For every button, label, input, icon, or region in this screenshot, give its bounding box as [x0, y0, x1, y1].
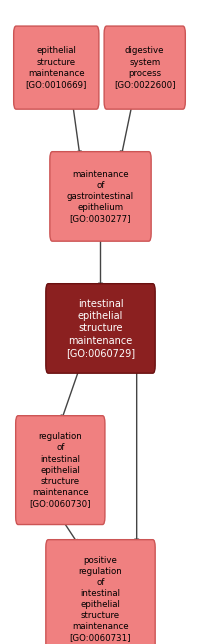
FancyBboxPatch shape: [104, 26, 184, 109]
Text: regulation
of
intestinal
epithelial
structure
maintenance
[GO:0060730]: regulation of intestinal epithelial stru…: [29, 432, 91, 508]
FancyBboxPatch shape: [46, 284, 154, 374]
Text: positive
regulation
of
intestinal
epithelial
structure
maintenance
[GO:0060731]: positive regulation of intestinal epithe…: [69, 556, 131, 642]
FancyBboxPatch shape: [50, 152, 150, 242]
FancyBboxPatch shape: [16, 416, 104, 524]
FancyBboxPatch shape: [14, 26, 98, 109]
Text: digestive
system
process
[GO:0022600]: digestive system process [GO:0022600]: [113, 46, 175, 89]
Text: epithelial
structure
maintenance
[GO:0010669]: epithelial structure maintenance [GO:001…: [25, 46, 87, 89]
Text: maintenance
of
gastrointestinal
epithelium
[GO:0030277]: maintenance of gastrointestinal epitheli…: [67, 170, 133, 223]
FancyBboxPatch shape: [46, 540, 154, 644]
Text: intestinal
epithelial
structure
maintenance
[GO:0060729]: intestinal epithelial structure maintena…: [66, 299, 134, 358]
